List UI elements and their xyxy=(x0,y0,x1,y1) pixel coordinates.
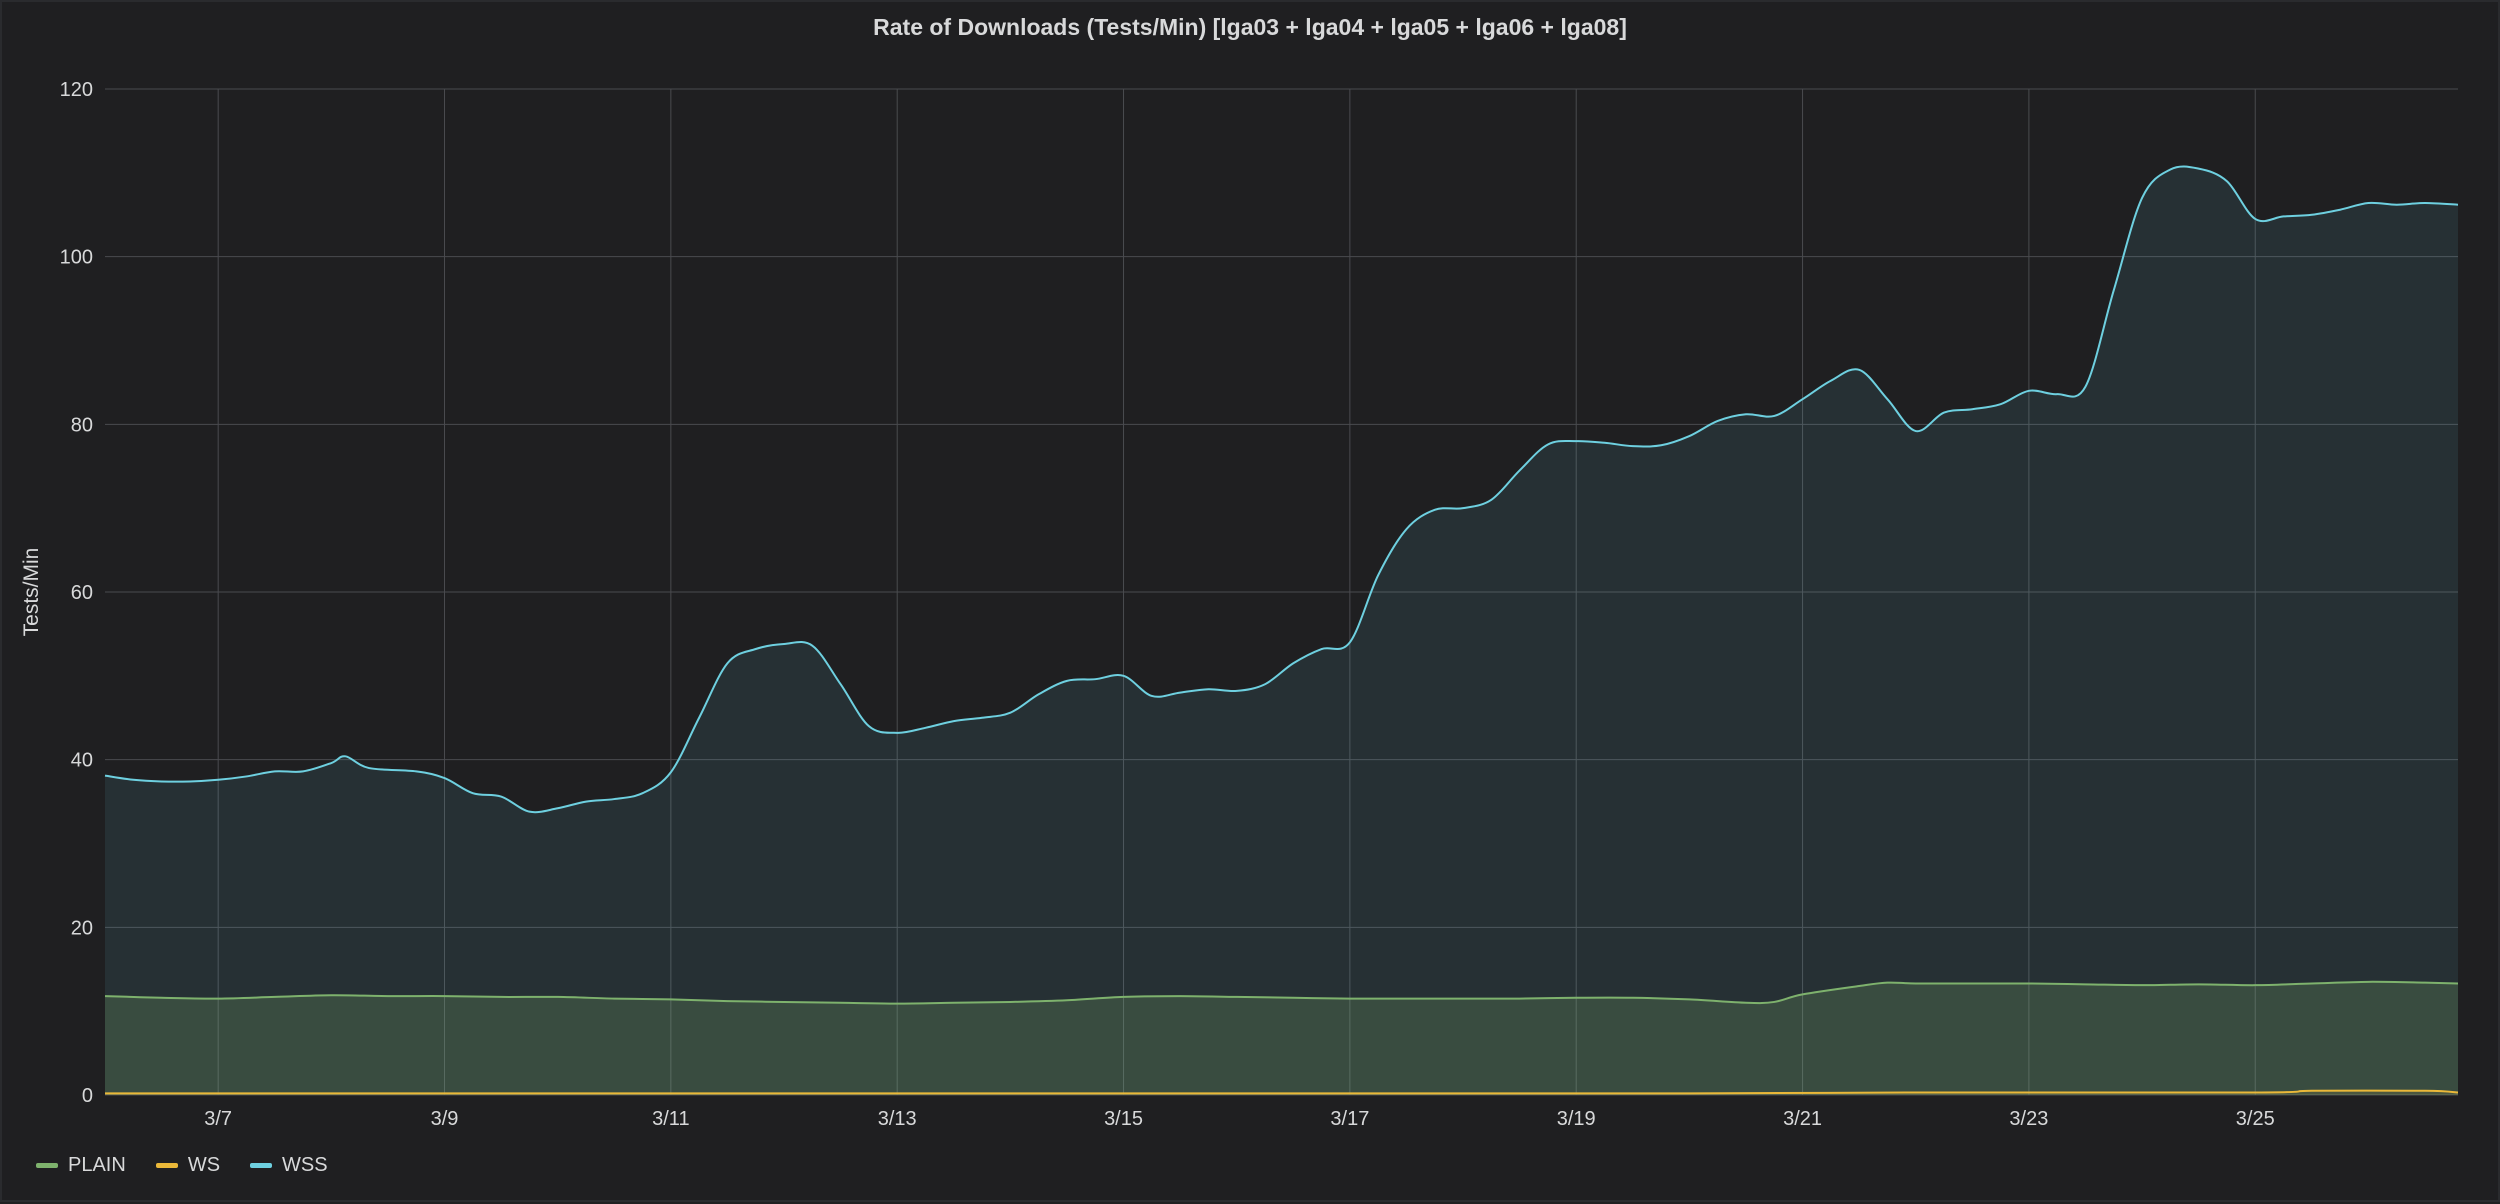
legend-item-wss[interactable]: WSS xyxy=(250,1154,328,1177)
legend-item-plain[interactable]: PLAIN xyxy=(36,1154,126,1177)
x-tick-label: 3/25 xyxy=(2236,1108,2275,1130)
legend-swatch xyxy=(36,1163,58,1168)
y-tick-label: 40 xyxy=(71,750,93,772)
y-tick-label: 0 xyxy=(82,1085,93,1107)
area-wss xyxy=(105,166,2458,1096)
series-line-wss xyxy=(104,165,2459,814)
y-tick-label: 120 xyxy=(60,79,93,101)
x-tick-label: 3/9 xyxy=(431,1108,459,1130)
y-axis-label: Tests/Min xyxy=(20,548,43,637)
x-tick-label: 3/21 xyxy=(1783,1108,1822,1130)
y-tick-label: 60 xyxy=(71,582,93,604)
x-tick-label: 3/17 xyxy=(1330,1108,1369,1130)
legend-label: WSS xyxy=(282,1154,328,1176)
legend: PLAIN WS WSS xyxy=(36,1154,328,1177)
y-tick-label: 100 xyxy=(60,247,93,269)
legend-label: WS xyxy=(187,1154,221,1176)
x-tick-label: 3/23 xyxy=(2009,1108,2048,1130)
legend-swatch xyxy=(250,1163,273,1168)
x-tick-label: 3/19 xyxy=(1557,1108,1596,1130)
x-tick-label: 3/13 xyxy=(878,1108,917,1130)
y-tick-label: 20 xyxy=(71,917,93,939)
legend-item-ws[interactable]: WS xyxy=(155,1154,221,1177)
x-tick-label: 3/11 xyxy=(652,1108,689,1130)
area-plain xyxy=(105,981,2458,1095)
legend-swatch xyxy=(155,1163,178,1168)
series-line-ws xyxy=(104,1089,2459,1095)
x-tick-label: 3/7 xyxy=(204,1108,232,1130)
x-tick-label: 3/15 xyxy=(1104,1108,1143,1130)
chart-title: Rate of Downloads (Tests/Min) [lga03 + l… xyxy=(873,14,1627,40)
series-line-plain xyxy=(104,980,2459,1005)
y-tick-label: 80 xyxy=(71,414,93,436)
legend-label: PLAIN xyxy=(68,1154,126,1176)
